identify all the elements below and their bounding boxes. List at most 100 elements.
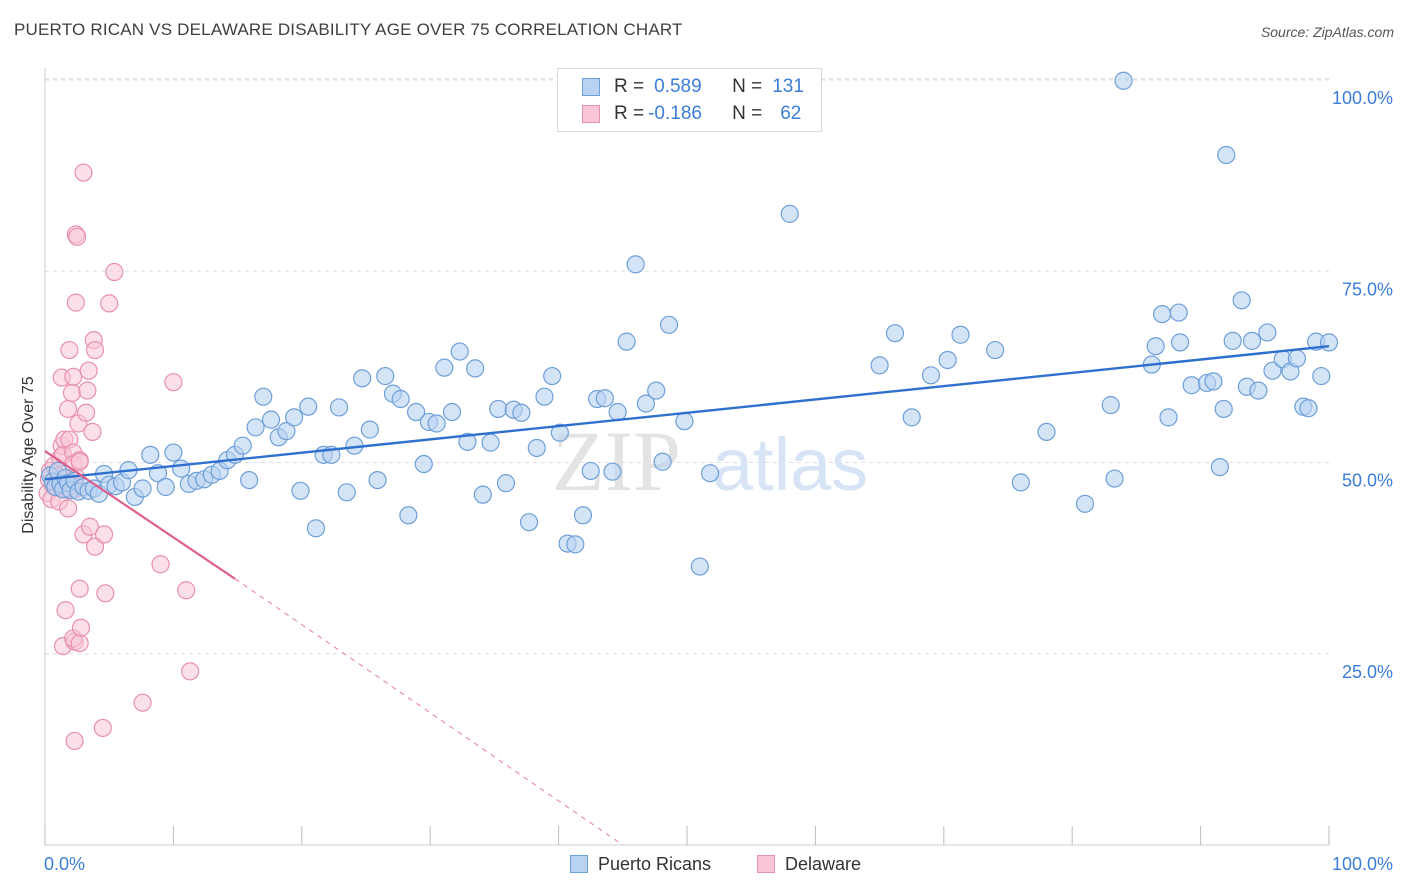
data-point-puerto-rican <box>1223 331 1242 350</box>
data-point-puerto-rican <box>466 359 485 378</box>
data-point-puerto-rican <box>329 398 349 417</box>
data-point-puerto-rican <box>921 366 941 385</box>
data-point-puerto-rican <box>1170 333 1190 352</box>
data-point-delaware <box>85 537 105 556</box>
data-point-puerto-rican <box>1312 366 1331 386</box>
legend-label: Puerto Ricans <box>598 853 712 874</box>
data-point-puerto-rican <box>164 443 183 462</box>
data-point-puerto-rican <box>399 506 418 525</box>
data-point-puerto-rican <box>337 483 356 502</box>
legend-r-value: -0.186 <box>648 103 702 124</box>
bottom-legend-delaware: Delaware <box>757 852 861 876</box>
data-point-delaware <box>83 422 102 441</box>
data-point-puerto-rican <box>951 325 970 344</box>
data-point-puerto-rican <box>603 462 622 481</box>
data-point-puerto-rican <box>473 485 492 504</box>
data-point-puerto-rican <box>233 436 252 455</box>
legend-n-label: N = <box>732 103 763 124</box>
legend-swatch-pink <box>757 855 775 873</box>
data-point-puerto-rican <box>1152 304 1172 324</box>
x-tick-label: 100.0% <box>1332 854 1393 874</box>
data-point-delaware <box>65 731 84 751</box>
data-point-delaware <box>74 163 93 182</box>
data-point-puerto-rican <box>299 397 318 416</box>
data-point-puerto-rican <box>489 399 508 419</box>
data-point-puerto-rican <box>617 332 636 351</box>
data-point-puerto-rican <box>608 402 627 422</box>
data-point-puerto-rican <box>1210 457 1229 477</box>
data-point-puerto-rican <box>519 513 539 532</box>
data-point-puerto-rican <box>1249 381 1268 400</box>
data-point-puerto-rican <box>938 350 957 370</box>
data-point-puerto-rican <box>1159 408 1178 427</box>
data-point-delaware <box>177 581 196 600</box>
data-point-puerto-rican <box>512 403 531 422</box>
data-point-puerto-rican <box>496 474 516 493</box>
data-point-puerto-rican <box>1169 303 1188 322</box>
data-point-puerto-rican <box>1242 331 1262 350</box>
watermark: ZIP atlas <box>552 413 868 509</box>
data-point-delaware <box>59 499 78 518</box>
data-point-puerto-rican <box>240 470 259 490</box>
data-point-puerto-rican <box>450 342 469 361</box>
data-point-puerto-rican <box>1319 333 1339 352</box>
data-point-puerto-rican <box>1037 422 1056 441</box>
legend-row-delaware: R = -0.186 N = 62 <box>582 102 801 126</box>
y-tick-label: 75.0% <box>1342 279 1393 299</box>
data-point-delaware <box>70 579 89 598</box>
legend-swatch-blue <box>582 78 600 96</box>
data-point-puerto-rican <box>291 481 310 500</box>
data-point-puerto-rican <box>885 324 905 343</box>
data-point-puerto-rican <box>277 422 296 441</box>
data-point-puerto-rican <box>141 445 160 464</box>
data-point-puerto-rican <box>535 387 554 406</box>
data-point-puerto-rican <box>659 315 679 334</box>
legend-r-value: 0.589 <box>654 76 702 97</box>
data-point-puerto-rican <box>653 452 672 471</box>
data-point-puerto-rican <box>870 356 889 375</box>
data-point-puerto-rican <box>427 414 446 433</box>
y-tick-label: 100.0% <box>1332 88 1393 108</box>
data-point-puerto-rican <box>284 408 304 427</box>
data-point-puerto-rican <box>1146 337 1165 356</box>
data-point-puerto-rican <box>902 408 921 427</box>
data-point-delaware <box>59 399 78 419</box>
data-point-puerto-rican <box>435 358 454 377</box>
data-point-delaware <box>70 452 89 471</box>
data-point-puerto-rican <box>566 535 585 554</box>
y-axis-title: Disability Age Over 75 <box>20 376 37 534</box>
data-point-delaware <box>79 361 98 380</box>
bottom-legend-puerto-ricans: Puerto Ricans <box>570 852 711 876</box>
data-point-puerto-rican <box>986 340 1005 360</box>
data-point-puerto-rican <box>647 381 666 400</box>
data-point-puerto-rican <box>1105 469 1124 488</box>
data-point-delaware <box>60 340 79 360</box>
trend-line-delaware-extrapolated <box>234 578 624 846</box>
data-point-puerto-rican <box>1214 399 1233 419</box>
data-point-puerto-rican <box>595 389 614 408</box>
data-point-delaware <box>94 525 114 544</box>
data-point-delaware <box>76 403 96 422</box>
chart-title: PUERTO RICAN VS DELAWARE DISABILITY AGE … <box>14 20 683 39</box>
axis-layer <box>44 68 1330 846</box>
x-tick-label: 0.0% <box>44 854 85 874</box>
data-point-puerto-rican <box>368 470 387 490</box>
y-tick-label: 25.0% <box>1342 662 1393 682</box>
data-point-puerto-rican <box>156 477 175 497</box>
data-point-puerto-rican <box>306 519 326 538</box>
data-point-puerto-rican <box>360 420 379 439</box>
legend-n-value: 62 <box>780 103 802 124</box>
data-point-puerto-rican <box>527 438 546 458</box>
puerto-rican-points <box>41 71 1339 576</box>
data-point-puerto-rican <box>1011 473 1030 492</box>
data-point-puerto-rican <box>1287 349 1307 368</box>
legend-n-value: 131 <box>772 76 804 97</box>
data-point-puerto-rican <box>1204 372 1223 391</box>
data-point-puerto-rican <box>406 402 426 422</box>
legend-r-label: R = <box>614 76 645 97</box>
data-point-puerto-rican <box>261 410 281 429</box>
legend-n-label: N = <box>732 76 763 97</box>
data-point-puerto-rican <box>1232 291 1251 310</box>
source-label: Source: ZipAtlas.com <box>1260 24 1394 40</box>
data-point-puerto-rican <box>543 366 562 386</box>
